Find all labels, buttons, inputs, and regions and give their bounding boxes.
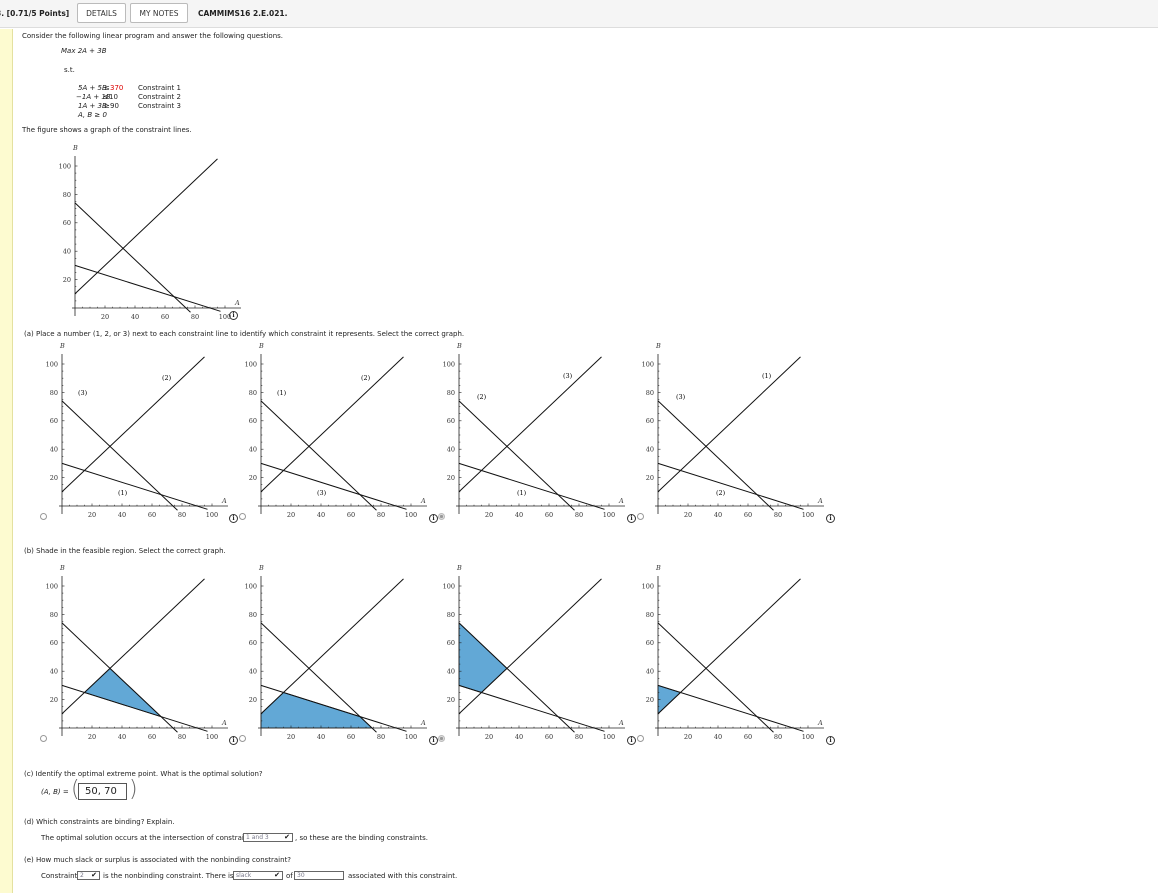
part-e-prompt: (e) How much slack or surplus is associa… (24, 856, 292, 864)
info-icon[interactable]: i (429, 736, 438, 745)
info-icon[interactable]: i (627, 514, 636, 523)
info-icon[interactable]: i (627, 736, 636, 745)
part-a-option-3-radio[interactable] (438, 513, 445, 520)
part-a-graph-1: (3) (2) (1) (45, 341, 229, 520)
svg-text:(2): (2) (477, 393, 487, 401)
part-a-option-1-radio[interactable] (40, 513, 47, 520)
optimal-solution-row: (A, B) = ( 50, 70 ) (40, 777, 140, 802)
part-d-prompt: (d) Which constraints are binding? Expla… (24, 818, 175, 826)
part-b-option-3-radio[interactable] (438, 735, 445, 742)
chevron-down-icon: ✔ (274, 871, 280, 879)
constraint-3-lhs: 1A + 3B (78, 102, 107, 110)
part-b-prompt: (b) Shade in the feasible region. Select… (24, 547, 226, 555)
info-icon[interactable]: i (229, 514, 238, 523)
part-a-graph-3: (2) (3) (1) (442, 341, 626, 520)
part-a-graph-2: (1) (2) (3) (244, 341, 428, 520)
constraint-3-rhs: 90 (110, 102, 119, 110)
part-a-prompt: (a) Place a number (1, 2, or 3) next to … (24, 330, 465, 338)
part-d-text-before: The optimal solution occurs at the inter… (41, 834, 255, 842)
optimal-solution-input[interactable]: 50, 70 (78, 783, 127, 800)
right-paren: ) (129, 777, 138, 802)
constraint-3-name: Constraint 3 (138, 102, 181, 110)
part-e-text3: of (286, 872, 293, 880)
question-id: CAMMIMS16 2.E.021. (198, 9, 288, 18)
part-c-prompt: (c) Identify the optimal extreme point. … (24, 770, 263, 778)
part-d-text-after: , so these are the binding constraints. (295, 834, 428, 842)
part-a-option-4-radio[interactable] (637, 513, 644, 520)
slack-surplus-select[interactable]: slack ✔ (233, 871, 283, 880)
nonbinding-constraint-select[interactable]: 2 ✔ (77, 871, 100, 880)
svg-text:(3): (3) (317, 489, 327, 497)
svg-text:(3): (3) (676, 393, 686, 401)
chevron-down-icon: ✔ (284, 833, 290, 841)
objective: Max 2A + 3B (61, 47, 107, 55)
svg-text:(1): (1) (277, 389, 287, 397)
chevron-down-icon: ✔ (91, 871, 97, 879)
constraint-3-op: ≥ (104, 102, 110, 110)
question-stripe (0, 29, 13, 893)
part-b-option-1-radio[interactable] (40, 735, 47, 742)
svg-text:(1): (1) (517, 489, 527, 497)
info-icon[interactable]: i (826, 514, 835, 523)
svg-text:(2): (2) (361, 374, 371, 382)
constraint-2-op: ≤ (103, 93, 109, 101)
constraint-2-name: Constraint 2 (138, 93, 181, 101)
part-b-option-4-radio[interactable] (637, 735, 644, 742)
part-b-graph-1 (45, 563, 229, 740)
part-e-text4: associated with this constraint. (348, 872, 458, 880)
constraint-1-name: Constraint 1 (138, 84, 181, 92)
info-icon[interactable]: i (826, 736, 835, 745)
label-increasing: (2) (162, 374, 172, 382)
part-b-graph-2 (244, 563, 428, 740)
svg-text:(3): (3) (563, 372, 573, 380)
problem-intro: Consider the following linear program an… (22, 32, 284, 40)
info-icon[interactable]: i (429, 514, 438, 523)
st-label: s.t. (64, 66, 75, 74)
part-e-text2: is the nonbinding constraint. There is a (103, 872, 241, 880)
label-shallow: (1) (118, 489, 128, 497)
binding-constraints-select[interactable]: 1 and 3 ✔ (243, 833, 293, 842)
svg-text:(1): (1) (762, 372, 772, 380)
label-steep: (3) (78, 389, 88, 397)
info-icon[interactable]: i (229, 311, 238, 320)
ab-label: (A, B) = (41, 788, 69, 796)
constraint-1-op: ≤ (104, 84, 110, 92)
info-icon[interactable]: i (229, 736, 238, 745)
details-button[interactable]: DETAILS (77, 3, 126, 23)
constraint-1-rhs: 370 (110, 84, 124, 92)
figure-caption: The figure shows a graph of the constrai… (22, 126, 192, 134)
constraint-2-rhs: 10 (109, 93, 118, 101)
part-a-option-2-radio[interactable] (239, 513, 246, 520)
constraint-graph (58, 143, 242, 322)
part-e-text1: Constraint (41, 872, 78, 880)
question-header: 3. [0.71/5 Points] DETAILS MY NOTES CAMM… (0, 0, 1158, 28)
slack-amount-input[interactable]: 30 (294, 871, 344, 880)
part-b-graph-4 (641, 563, 825, 740)
part-a-graph-4: (3) (1) (2) (641, 341, 825, 520)
points-label: 3. [0.71/5 Points] (0, 9, 70, 18)
my-notes-button[interactable]: MY NOTES (130, 3, 188, 23)
svg-text:(2): (2) (716, 489, 726, 497)
left-paren: ( (71, 777, 80, 802)
constraint-1-lhs: 5A + 5B (78, 84, 107, 92)
nonnegativity: A, B ≥ 0 (78, 111, 107, 119)
part-b-graph-3 (442, 563, 626, 740)
part-b-option-2-radio[interactable] (239, 735, 246, 742)
constraint-2-lhs: −1A + 1B (76, 93, 111, 101)
